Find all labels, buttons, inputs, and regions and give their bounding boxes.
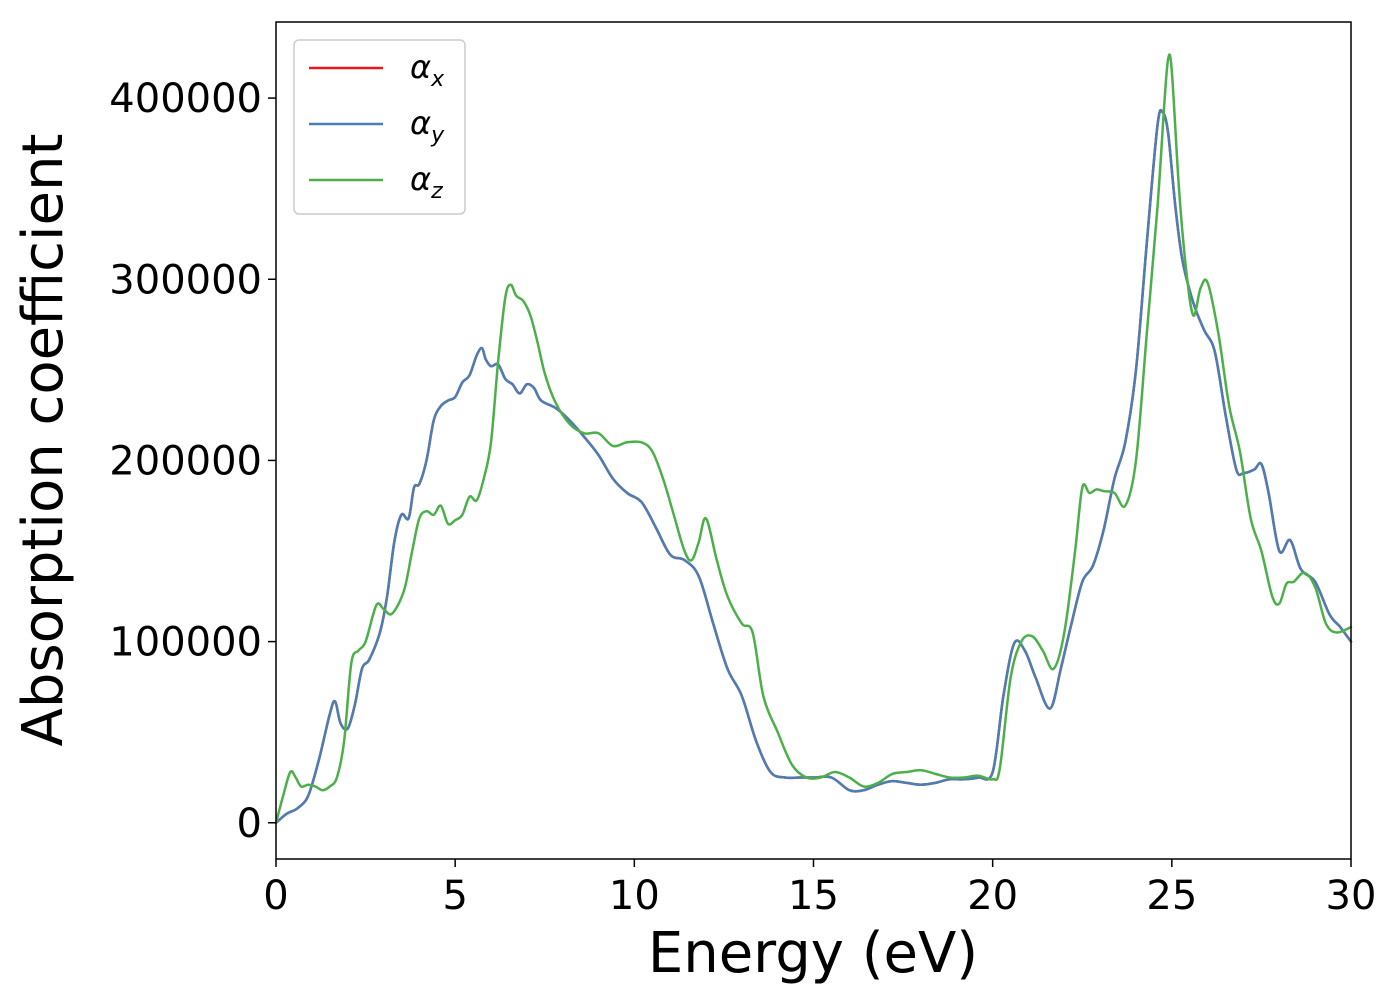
y-axis: 0 100000 200000 300000 400000 xyxy=(109,76,276,847)
x-tick-label: 20 xyxy=(967,873,1018,919)
x-tick-label: 5 xyxy=(442,873,467,919)
x-tick-label: 0 xyxy=(263,873,288,919)
series-line-z xyxy=(274,53,1353,825)
series-line-x xyxy=(274,108,1353,825)
y-tick-label: 200000 xyxy=(109,438,262,484)
x-tick-label: 15 xyxy=(788,873,839,919)
legend-label-z: αz xyxy=(410,160,443,204)
legend: αx αy αz xyxy=(293,39,466,215)
series-layer xyxy=(274,53,1353,825)
legend-label-x: αx xyxy=(410,48,445,92)
x-tick-label: 25 xyxy=(1146,873,1197,919)
y-tick-label: 0 xyxy=(237,801,262,847)
x-tick-label: 30 xyxy=(1326,873,1377,919)
legend-box xyxy=(293,39,466,215)
y-tick-label: 100000 xyxy=(109,620,262,666)
y-tick-label: 300000 xyxy=(109,257,262,303)
x-axis: 0 5 10 15 20 25 30 xyxy=(263,859,1376,919)
legend-label-y: αy xyxy=(410,104,445,148)
series-line-y xyxy=(274,108,1353,825)
y-axis-title: Absorption coefficient xyxy=(11,134,76,747)
x-axis-title: Energy (eV) xyxy=(648,921,978,986)
y-tick-label: 400000 xyxy=(109,76,262,122)
x-tick-label: 10 xyxy=(609,873,660,919)
